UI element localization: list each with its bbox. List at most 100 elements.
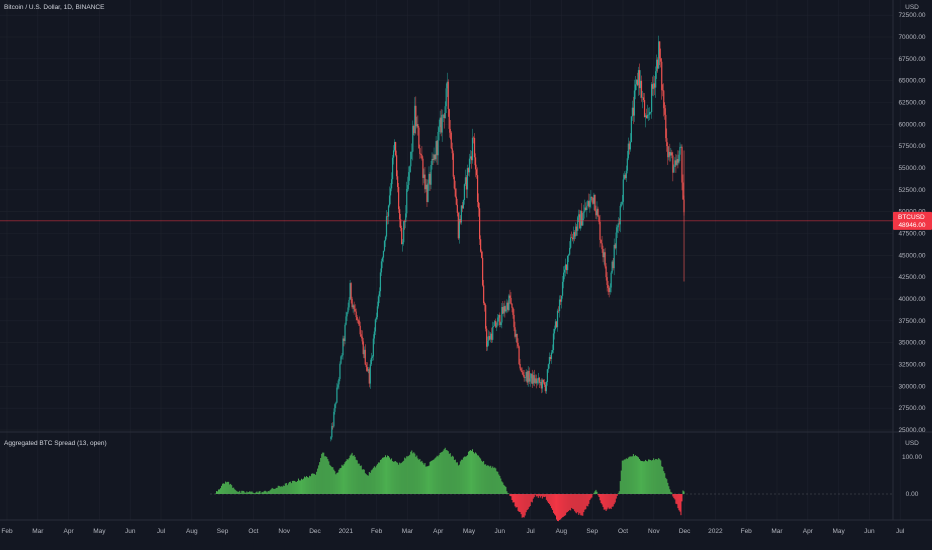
candle-body [570, 237, 572, 248]
time-tick-label: Oct [248, 528, 258, 535]
spread-bar [600, 494, 602, 504]
spread-bar [591, 494, 593, 498]
spread-bar [613, 494, 615, 505]
candle-body [612, 261, 614, 269]
spread-axis[interactable]: 100.00 0.00 [902, 454, 922, 498]
candle-body [457, 212, 459, 239]
candle-body [567, 255, 569, 271]
candle-body [629, 142, 631, 150]
spread-bar [453, 460, 455, 494]
candle-body [512, 307, 514, 315]
spread-bar [412, 453, 414, 494]
candle-body [364, 349, 366, 365]
spread-bar [291, 480, 293, 494]
spread-bar [554, 494, 556, 516]
candle-body [522, 372, 524, 376]
candle-body [579, 214, 581, 229]
candle-body [395, 142, 397, 156]
spread-bar [635, 455, 637, 494]
spread-bar [223, 483, 225, 494]
candle-body [358, 320, 360, 326]
spread-bar [346, 459, 348, 494]
time-tick-label: Oct [618, 528, 628, 535]
candle-body [547, 364, 550, 370]
candle-body [456, 204, 458, 213]
spread-bar [525, 494, 527, 513]
candle-body [375, 317, 377, 320]
spread-bar [329, 464, 331, 494]
time-tick-label: Jul [896, 528, 905, 535]
spread-bar [601, 494, 603, 505]
candle-body [632, 107, 635, 116]
candle-body [418, 127, 420, 149]
candle-body [656, 59, 658, 72]
spread-bar [511, 494, 513, 500]
spread-bar [435, 457, 437, 494]
time-tick-label: Nov [648, 528, 660, 535]
candle-body [595, 210, 597, 216]
candle-body [663, 90, 665, 109]
spread-bar [509, 494, 511, 496]
spread-bar [393, 461, 395, 494]
candle-body [667, 146, 669, 158]
spread-bar [619, 481, 621, 494]
spread-bar [660, 460, 662, 494]
spread-bar [338, 469, 340, 494]
spread-bar [524, 494, 526, 516]
spread-bar [358, 463, 360, 494]
price-axis[interactable]: 72500.00 70000.00 67500.00 65000.00 62500.00… [898, 12, 925, 434]
time-axis[interactable]: Feb Mar Apr May Jun Jul Aug Sep Oct Nov Dec 2021 Feb… [1, 528, 905, 535]
candle-body [367, 369, 369, 371]
time-tick-label: Mar [402, 528, 414, 535]
spread-bar [341, 464, 343, 494]
candle-body [534, 378, 536, 383]
time-tick-label: Jun [495, 528, 506, 535]
candle-body [569, 247, 571, 255]
candle-body [431, 158, 433, 165]
spread-bar [287, 483, 289, 494]
spread-bar [448, 453, 450, 494]
spread-bar [331, 467, 333, 494]
candle-body [420, 154, 422, 156]
spread-bar [233, 487, 235, 494]
time-tick-label: Jun [125, 528, 136, 535]
candle-body [530, 373, 532, 379]
spread-bar [499, 475, 501, 494]
spread-bar [430, 461, 432, 494]
price-tick-label: 55000.00 [898, 165, 925, 172]
spread-bar [486, 465, 488, 494]
candle-body [611, 261, 613, 273]
candle-body [508, 295, 510, 311]
candle-body [460, 205, 462, 223]
spread-bar [480, 458, 482, 494]
candle-body [642, 97, 645, 101]
spread-bar [536, 494, 538, 497]
spread-bar [344, 462, 346, 494]
spread-bar [529, 494, 531, 507]
spread-bar [459, 461, 461, 494]
spread-bar [376, 464, 378, 494]
candle-body [635, 79, 638, 85]
spread-bar [632, 454, 634, 494]
candle-body [409, 166, 411, 173]
spread-bar [661, 466, 663, 494]
candle-body [647, 114, 650, 116]
spread-bar [462, 457, 464, 494]
spread-bar [363, 469, 365, 494]
spread-bar [583, 494, 585, 513]
spread-bar [603, 494, 605, 510]
time-tick-label: Jul [526, 528, 535, 535]
spread-bar [662, 466, 664, 494]
time-tick-label: Mar [32, 528, 44, 535]
spread-bar [271, 487, 273, 494]
candle-body [461, 205, 463, 209]
candle-body [618, 223, 620, 225]
candle-body [615, 232, 617, 249]
spread-bar [622, 460, 624, 494]
candle-body [559, 299, 562, 302]
candle-body [371, 356, 373, 358]
spread-bar [317, 468, 319, 494]
candle-body [444, 106, 446, 119]
spread-bar [389, 457, 391, 494]
